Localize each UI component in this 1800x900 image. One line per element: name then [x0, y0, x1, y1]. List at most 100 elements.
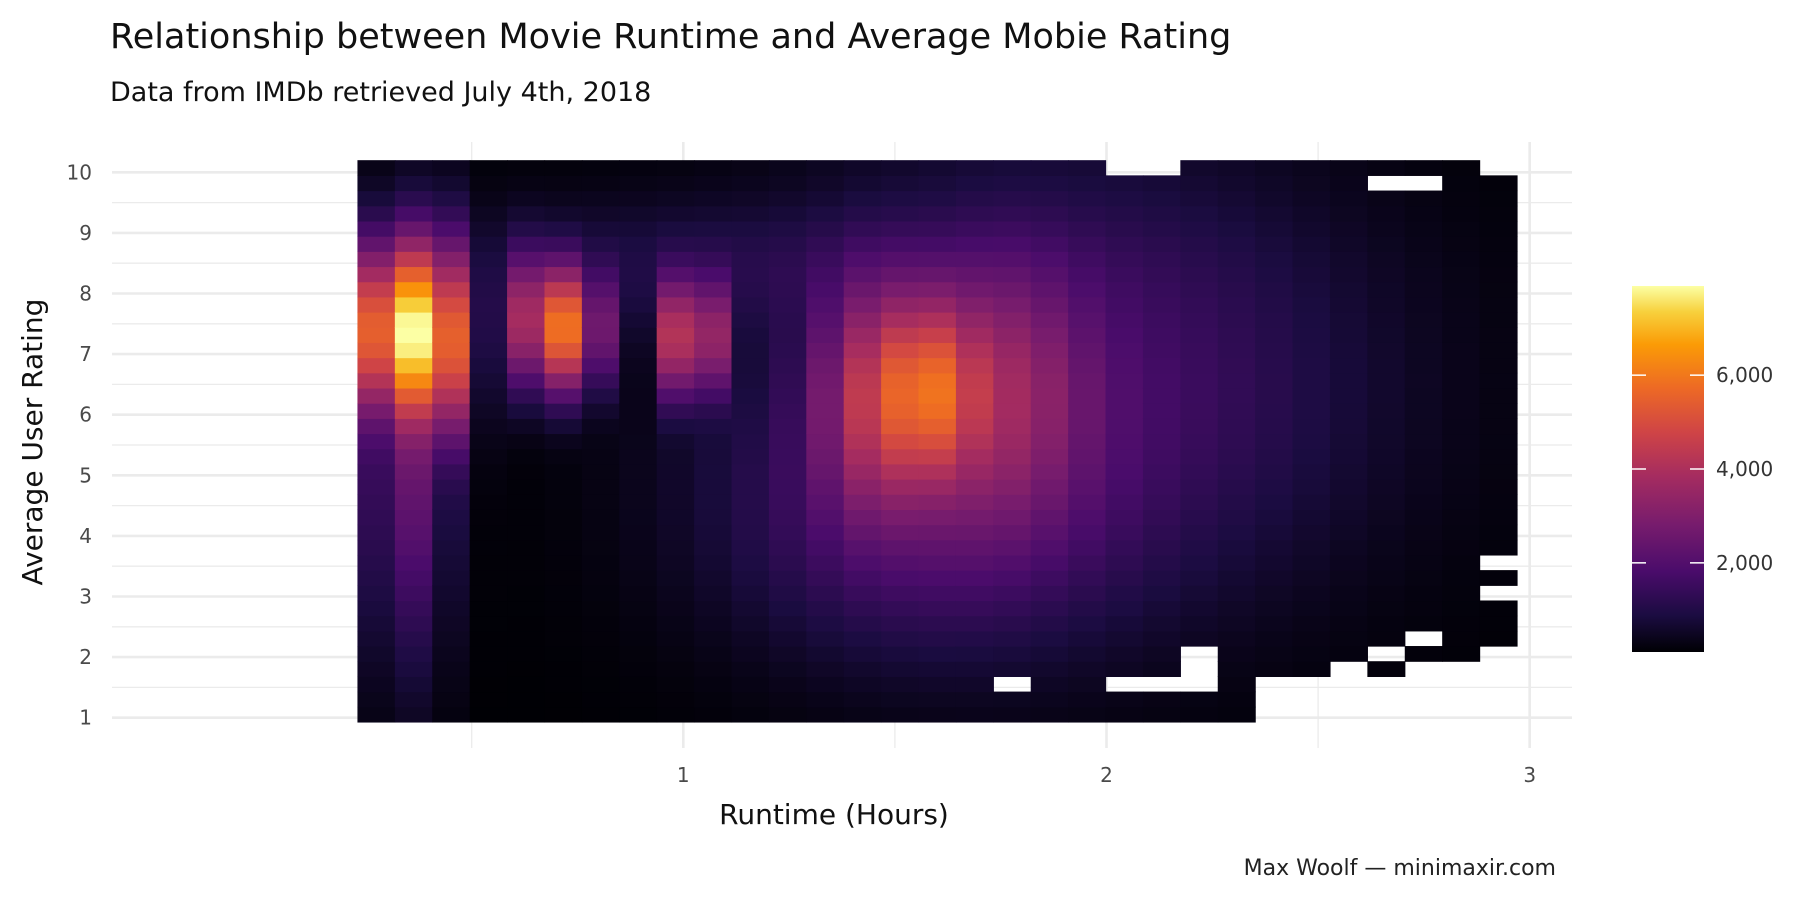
- heatmap-cell: [656, 357, 695, 374]
- heatmap-cell: [394, 220, 433, 237]
- heatmap-cell: [394, 600, 433, 617]
- heatmap-cell: [581, 646, 620, 662]
- heatmap-cell: [432, 585, 471, 602]
- heatmap-cell: [1404, 357, 1443, 374]
- heatmap-cell: [1479, 236, 1518, 252]
- heatmap-cell: [1217, 281, 1256, 298]
- heatmap-cell: [1367, 220, 1406, 237]
- heatmap-cell: [581, 600, 620, 617]
- heatmap-cell: [806, 661, 845, 677]
- heatmap-cell: [1442, 236, 1481, 252]
- heatmap-cell: [581, 357, 620, 374]
- heatmap-cell: [731, 433, 770, 450]
- heatmap-cell: [768, 251, 807, 268]
- heatmap-cell: [1217, 312, 1256, 328]
- heatmap-cell: [1180, 585, 1219, 602]
- heatmap-cell: [881, 479, 920, 495]
- heatmap-cell: [1292, 615, 1331, 632]
- heatmap-cell: [1442, 585, 1481, 602]
- heatmap-cell: [768, 418, 807, 435]
- heatmap-cell: [918, 570, 957, 586]
- heatmap-cell: [1142, 494, 1181, 510]
- heatmap-cell: [1142, 403, 1181, 419]
- heatmap-cell: [507, 494, 546, 510]
- heatmap-cell: [656, 554, 695, 571]
- heatmap-cell: [1442, 342, 1481, 359]
- heatmap-cell: [1255, 342, 1294, 359]
- heatmap-cell: [1367, 327, 1406, 343]
- heatmap-cell: [1329, 554, 1368, 571]
- heatmap-cell: [1292, 463, 1331, 480]
- heatmap-cell: [469, 494, 508, 510]
- heatmap-cell: [1404, 266, 1443, 283]
- heatmap-cell: [507, 327, 546, 343]
- heatmap-cell: [357, 342, 396, 359]
- heatmap-cell: [1367, 372, 1406, 389]
- heatmap-cell: [619, 327, 658, 343]
- heatmap-cell: [357, 160, 396, 176]
- heatmap-cell: [843, 342, 882, 359]
- heatmap-cell: [357, 190, 396, 207]
- heatmap-cell: [394, 175, 433, 192]
- heatmap-cell: [1367, 296, 1406, 313]
- heatmap-cell: [881, 463, 920, 480]
- heatmap-cell: [1068, 630, 1107, 647]
- heatmap-cell: [694, 630, 733, 647]
- heatmap-cell: [581, 448, 620, 465]
- heatmap-cell: [544, 387, 583, 404]
- heatmap-cell: [694, 554, 733, 571]
- heatmap-cell: [656, 220, 695, 237]
- heatmap-cell: [731, 357, 770, 374]
- heatmap-cell: [1105, 433, 1144, 450]
- heatmap-cell: [357, 357, 396, 374]
- heatmap-cell: [955, 372, 994, 389]
- heatmap-cell: [357, 205, 396, 222]
- heatmap-cell: [507, 372, 546, 389]
- heatmap-cell: [918, 661, 957, 677]
- heatmap-cell: [544, 585, 583, 602]
- heatmap-cell: [806, 448, 845, 465]
- heatmap-cell: [1105, 448, 1144, 465]
- heatmap-cell: [1404, 342, 1443, 359]
- heatmap-cell: [619, 175, 658, 192]
- heatmap-cell: [581, 220, 620, 237]
- heatmap-cell: [843, 387, 882, 404]
- heatmap-cell: [544, 524, 583, 541]
- heatmap-cell: [1105, 387, 1144, 404]
- heatmap-cell: [806, 236, 845, 252]
- heatmap-cell: [1404, 494, 1443, 510]
- heatmap-cell: [1255, 570, 1294, 586]
- heatmap-cell: [1329, 205, 1368, 222]
- heatmap-cell: [881, 570, 920, 586]
- heatmap-cell: [918, 524, 957, 541]
- heatmap-cell: [656, 539, 695, 556]
- heatmap-cell: [357, 570, 396, 586]
- heatmap-cell: [843, 236, 882, 252]
- heatmap-cell: [881, 494, 920, 510]
- heatmap-cell: [993, 706, 1032, 723]
- heatmap-cell: [694, 236, 733, 252]
- heatmap-cell: [1404, 190, 1443, 207]
- heatmap-cell: [1479, 570, 1518, 586]
- heatmap-cell: [1180, 554, 1219, 571]
- heatmap-cell: [1180, 160, 1219, 176]
- heatmap-cell: [432, 160, 471, 176]
- heatmap-cell: [1030, 646, 1069, 662]
- heatmap-cell: [507, 418, 546, 435]
- heatmap-cell: [619, 706, 658, 723]
- heatmap-cell: [918, 676, 957, 693]
- heatmap-cell: [544, 539, 583, 556]
- heatmap-cell: [1367, 205, 1406, 222]
- heatmap-cell: [1479, 220, 1518, 237]
- heatmap-cell: [469, 175, 508, 192]
- heatmap-cell: [881, 327, 920, 343]
- heatmap-cell: [1217, 327, 1256, 343]
- heatmap-cell: [1217, 630, 1256, 647]
- heatmap-cell: [993, 691, 1032, 708]
- heatmap-cell: [507, 296, 546, 313]
- heatmap-cell: [1404, 312, 1443, 328]
- heatmap-cell: [918, 357, 957, 374]
- heatmap-cell: [1255, 661, 1294, 677]
- heatmap-cell: [619, 281, 658, 298]
- heatmap-cell: [843, 615, 882, 632]
